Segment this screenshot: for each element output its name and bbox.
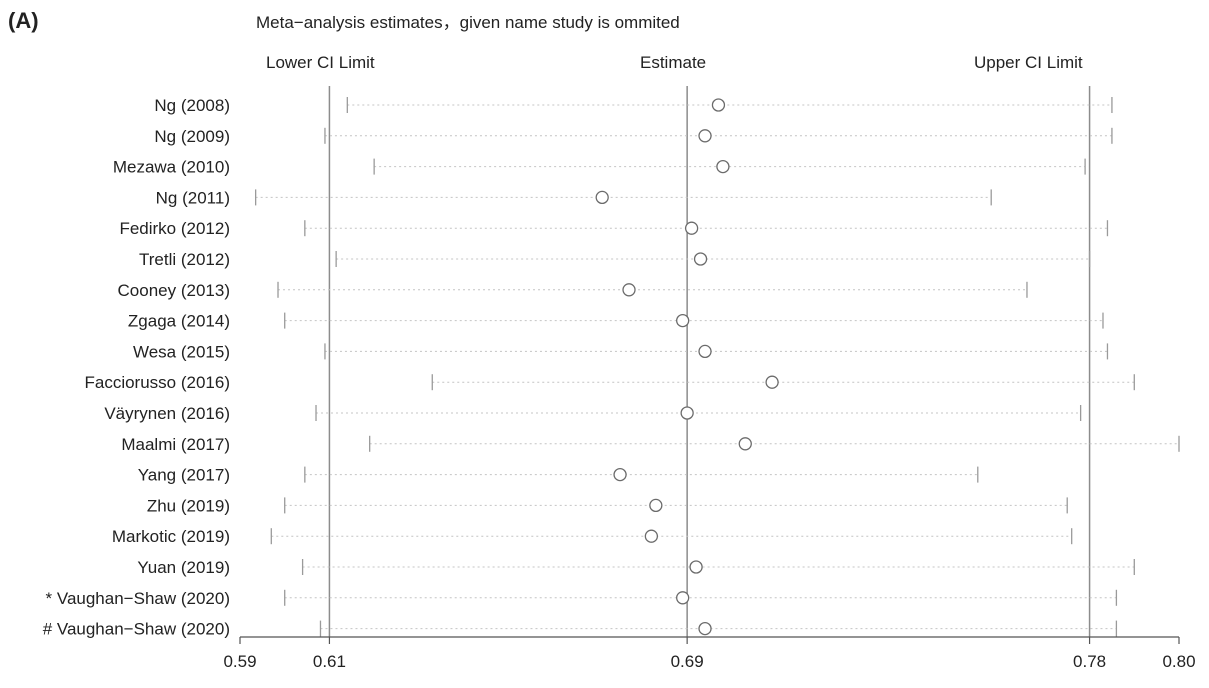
chart-title: Meta−analysis estimates，given name study… <box>256 13 680 32</box>
estimate-point <box>698 621 712 636</box>
study-label: Maalmi (2017) <box>121 435 230 454</box>
study-label: Fedirko (2012) <box>119 219 230 238</box>
study-label: Väyrynen (2016) <box>104 404 230 423</box>
study-label: # Vaughan−Shaw (2020) <box>43 620 230 639</box>
study-label: Ng (2011) <box>156 188 230 207</box>
x-tick-label: 0.61 <box>313 652 346 671</box>
estimate-point <box>595 190 609 205</box>
x-tick-label: 0.78 <box>1073 652 1106 671</box>
study-label: Tretli (2012) <box>139 250 230 269</box>
study-label: Ng (2009) <box>154 127 230 146</box>
estimate-point <box>689 560 703 574</box>
estimate-point <box>649 498 663 513</box>
study-label: Ng (2008) <box>154 96 230 115</box>
study-label: Zhu (2019) <box>147 496 230 515</box>
estimate-header: Estimate <box>640 53 707 72</box>
estimate-point <box>676 591 690 605</box>
study-label: Wesa (2015) <box>133 342 230 361</box>
estimate-point <box>680 406 694 420</box>
estimate-point <box>698 344 712 359</box>
study-label: Facciorusso (2016) <box>84 373 230 392</box>
study-label: Markotic (2019) <box>112 527 230 546</box>
estimate-point <box>613 467 627 482</box>
estimate-point <box>765 375 779 389</box>
estimate-point <box>698 129 712 143</box>
upper-ci-header: Upper CI Limit <box>974 53 1083 72</box>
estimate-point <box>693 252 708 266</box>
study-label: * Vaughan−Shaw (2020) <box>46 589 230 608</box>
estimate-point <box>716 159 730 174</box>
x-tick-label: 0.59 <box>223 652 256 671</box>
estimate-point <box>676 313 690 328</box>
study-label: Cooney (2013) <box>118 281 230 300</box>
estimate-point <box>738 437 752 451</box>
estimate-point <box>684 221 699 235</box>
estimate-point <box>622 283 636 297</box>
study-label: Yuan (2019) <box>137 558 230 577</box>
estimate-point <box>711 98 726 112</box>
lower-ci-header: Lower CI Limit <box>266 53 375 72</box>
panel-label: (A) <box>8 8 39 33</box>
x-tick-label: 0.69 <box>671 652 704 671</box>
study-label: Zgaga (2014) <box>128 312 230 331</box>
study-label: Mezawa (2010) <box>113 158 230 177</box>
x-tick-label: 0.80 <box>1162 652 1195 671</box>
estimate-point <box>644 529 659 543</box>
study-label: Yang (2017) <box>138 466 230 485</box>
